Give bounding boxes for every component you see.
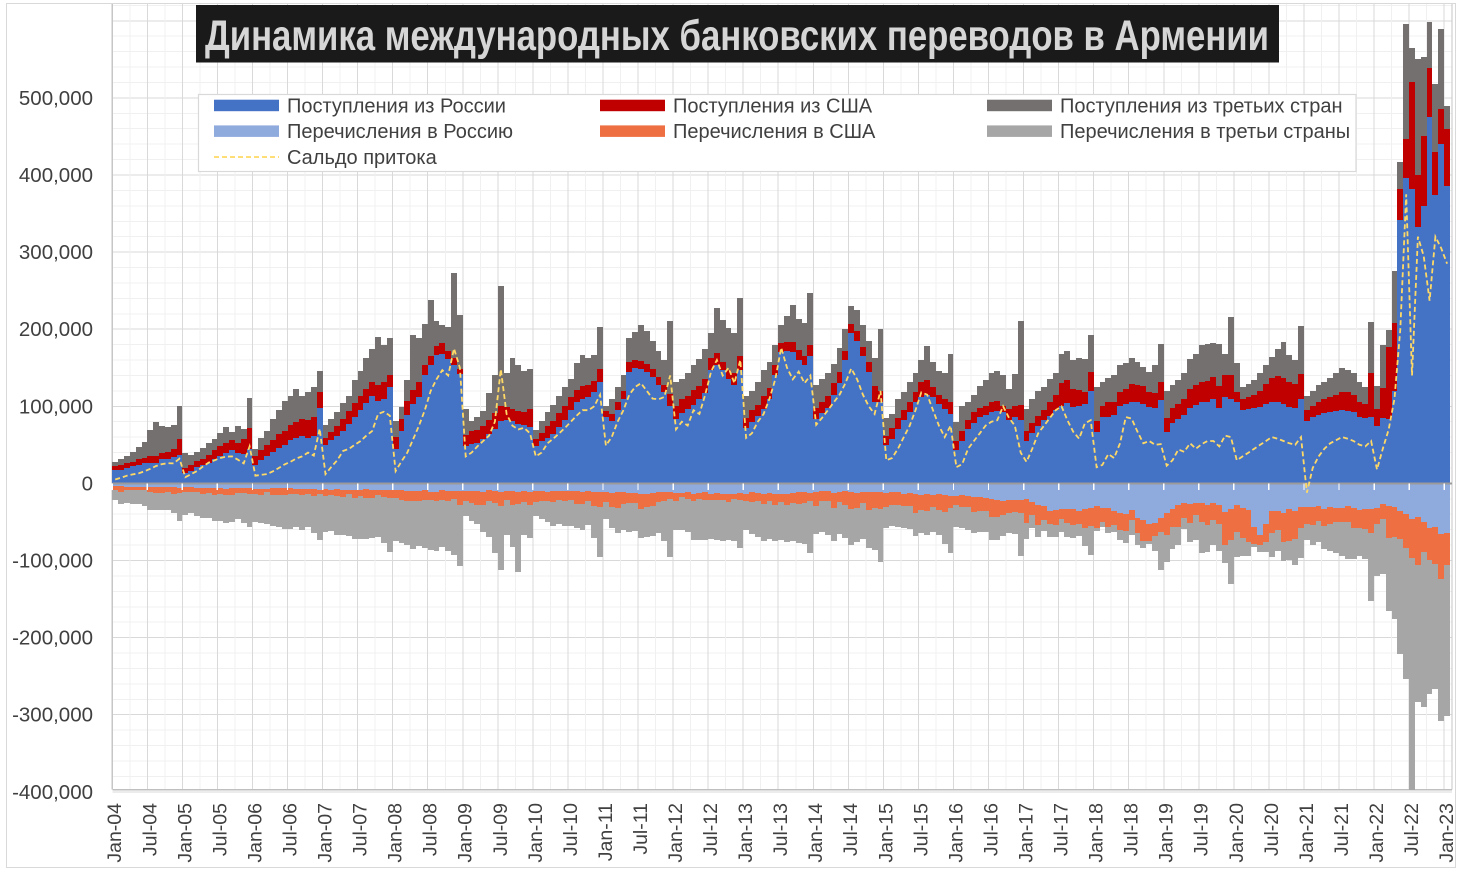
svg-text:Jul-16: Jul-16 xyxy=(980,803,1002,856)
svg-text:Jul-07: Jul-07 xyxy=(350,803,372,856)
svg-text:-300,000: -300,000 xyxy=(12,704,93,727)
svg-text:Jan-12: Jan-12 xyxy=(665,803,687,863)
svg-text:Jan-22: Jan-22 xyxy=(1366,803,1388,863)
svg-text:Jul-17: Jul-17 xyxy=(1051,803,1073,856)
svg-text:Сальдо притока: Сальдо притока xyxy=(287,147,438,169)
svg-text:Поступления из третьих стран: Поступления из третьих стран xyxy=(1060,96,1343,118)
svg-text:Перечисления в Россию: Перечисления в Россию xyxy=(287,121,513,143)
svg-text:Jul-12: Jul-12 xyxy=(700,803,722,856)
svg-text:500,000: 500,000 xyxy=(19,87,93,110)
svg-text:Поступления из России: Поступления из России xyxy=(287,96,506,118)
svg-text:-200,000: -200,000 xyxy=(12,627,93,650)
svg-text:100,000: 100,000 xyxy=(19,395,93,418)
svg-text:0: 0 xyxy=(82,472,93,495)
svg-text:Jan-10: Jan-10 xyxy=(525,803,547,863)
svg-text:Jul-11: Jul-11 xyxy=(630,803,652,855)
svg-text:Jul-14: Jul-14 xyxy=(840,803,862,856)
svg-text:Jan-07: Jan-07 xyxy=(315,803,337,863)
svg-text:Jan-19: Jan-19 xyxy=(1156,803,1178,863)
svg-text:400,000: 400,000 xyxy=(19,164,93,187)
svg-text:Jul-04: Jul-04 xyxy=(139,803,161,856)
svg-text:Jan-08: Jan-08 xyxy=(385,803,407,863)
svg-text:Jan-20: Jan-20 xyxy=(1226,803,1248,863)
svg-text:-400,000: -400,000 xyxy=(12,781,93,804)
svg-text:Jan-09: Jan-09 xyxy=(455,803,477,863)
svg-text:Jan-15: Jan-15 xyxy=(875,803,897,863)
svg-text:Jul-22: Jul-22 xyxy=(1401,803,1423,856)
svg-text:Jan-14: Jan-14 xyxy=(805,803,827,863)
svg-text:Jan-11: Jan-11 xyxy=(595,803,617,861)
svg-text:Jan-04: Jan-04 xyxy=(104,803,126,863)
svg-text:Jul-09: Jul-09 xyxy=(490,803,512,856)
svg-text:300,000: 300,000 xyxy=(19,241,93,264)
svg-text:-100,000: -100,000 xyxy=(12,550,93,573)
svg-text:Jan-21: Jan-21 xyxy=(1296,803,1318,863)
svg-text:Jan-06: Jan-06 xyxy=(244,803,266,863)
svg-text:Jan-18: Jan-18 xyxy=(1086,803,1108,863)
svg-text:Jul-20: Jul-20 xyxy=(1261,803,1283,856)
svg-text:Jul-21: Jul-21 xyxy=(1331,803,1353,856)
svg-text:Jan-13: Jan-13 xyxy=(735,803,757,863)
svg-text:Jul-18: Jul-18 xyxy=(1121,803,1143,856)
svg-text:Jan-05: Jan-05 xyxy=(174,803,196,863)
svg-text:Jul-15: Jul-15 xyxy=(910,803,932,856)
svg-text:Jul-05: Jul-05 xyxy=(209,803,231,856)
svg-text:Jul-19: Jul-19 xyxy=(1191,803,1213,856)
svg-text:Поступления из США: Поступления из США xyxy=(673,96,873,118)
svg-text:Jan-16: Jan-16 xyxy=(945,803,967,863)
svg-text:Jul-10: Jul-10 xyxy=(560,803,582,856)
svg-text:Перечисления в США: Перечисления в США xyxy=(673,121,876,143)
svg-text:Jul-13: Jul-13 xyxy=(770,803,792,856)
svg-text:Jul-08: Jul-08 xyxy=(420,803,442,856)
svg-text:Jan-17: Jan-17 xyxy=(1016,803,1038,863)
svg-text:Jan-23: Jan-23 xyxy=(1436,803,1458,863)
svg-text:200,000: 200,000 xyxy=(19,318,93,341)
svg-text:Перечисления в третьи страны: Перечисления в третьи страны xyxy=(1060,121,1350,143)
svg-text:Jul-06: Jul-06 xyxy=(280,803,302,856)
svg-text:Динамика международных банковс: Динамика международных банковских перево… xyxy=(205,12,1269,60)
